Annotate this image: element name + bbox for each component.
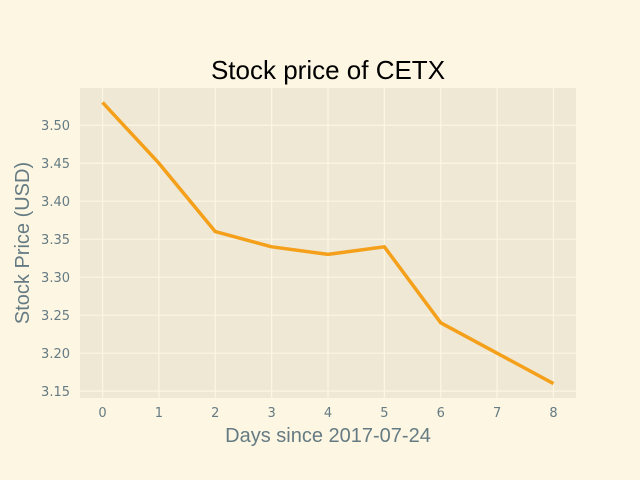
y-tick-label: 3.20 [41, 347, 70, 362]
tick-labels: 0 1 2 3 4 5 6 7 8 3.15 3.20 3.25 3.30 3.35 3.40 3.45 3.5… [41, 119, 558, 421]
y-tick-label: 3.40 [41, 195, 70, 210]
x-tick-label: 6 [437, 406, 445, 421]
x-tick-label: 2 [211, 406, 219, 421]
price-line [101, 101, 555, 386]
x-tick-label: 8 [549, 406, 557, 421]
x-tick-label: 7 [493, 406, 501, 421]
x-axis-label: Days since 2017-07-24 [225, 425, 431, 447]
y-tick-label: 3.35 [41, 233, 70, 248]
x-tick-label: 5 [380, 406, 388, 421]
x-tick-label: 1 [155, 406, 163, 421]
y-tick-label: 3.45 [41, 157, 70, 172]
chart-title: Stock price of CETX [211, 55, 445, 85]
x-tick-label: 0 [98, 406, 106, 421]
x-tick-label: 3 [267, 406, 275, 421]
y-axis-label: Stock Price (USD) [12, 162, 34, 324]
y-tick-label: 3.25 [41, 309, 70, 324]
x-tick-label: 4 [324, 406, 332, 421]
y-tick-label: 3.30 [41, 271, 70, 286]
y-tick-label: 3.50 [41, 119, 70, 134]
grid-lines [80, 88, 576, 398]
y-tick-label: 3.15 [41, 385, 70, 400]
